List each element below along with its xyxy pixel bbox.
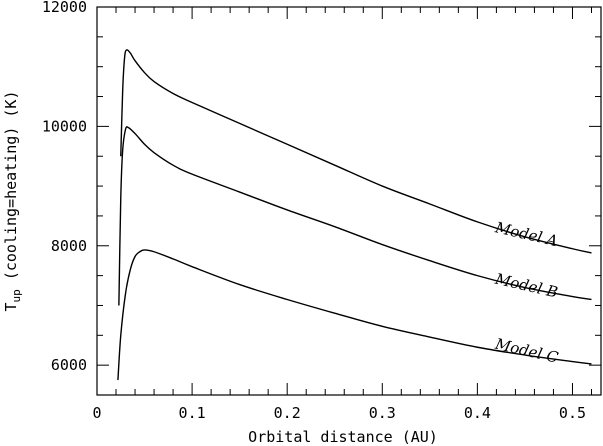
x-tick-label: 0.1 xyxy=(179,404,206,422)
y-tick-label: 6000 xyxy=(51,356,87,374)
x-tick-label: 0.3 xyxy=(369,404,396,422)
y-axis-title: Tup (cooling=heating) (K) xyxy=(2,91,23,312)
x-tick-label: 0.4 xyxy=(464,404,491,422)
series-lines xyxy=(117,49,592,381)
series-line-model-b xyxy=(118,126,592,306)
x-tick-label: 0.5 xyxy=(559,404,586,422)
y-axis-title-subscript: up xyxy=(10,289,23,302)
y-axis-title-rest: (cooling=heating) (K) xyxy=(2,91,20,290)
y-axis-title-main: T xyxy=(2,302,20,311)
y-tick-label: 8000 xyxy=(51,237,87,255)
series-line-model-a xyxy=(120,49,592,254)
series-line-model-c xyxy=(117,249,592,381)
y-tick-label: 10000 xyxy=(42,117,87,135)
tick-labels: 0 0.1 0.2 0.3 0.4 0.5 6000 8000 10000 12000 xyxy=(42,0,586,422)
axis-ticks xyxy=(96,6,601,395)
plot-frame xyxy=(96,6,602,396)
x-tick-label: 0 xyxy=(92,404,101,422)
x-tick-label: 0.2 xyxy=(274,404,301,422)
y-tick-label: 12000 xyxy=(42,0,87,16)
plot-area xyxy=(96,6,602,396)
x-axis-title: Orbital distance (AU) xyxy=(248,428,438,446)
